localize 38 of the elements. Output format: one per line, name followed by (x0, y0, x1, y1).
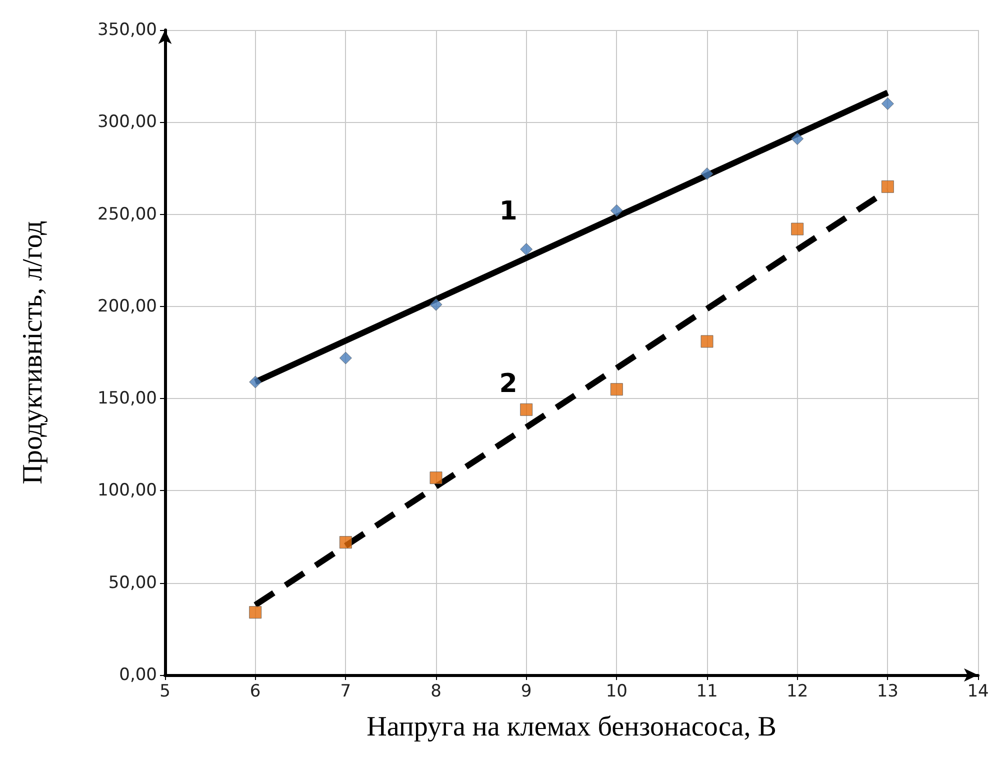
y-tick-label: 50,00 (108, 572, 157, 593)
point (610, 204, 623, 217)
x-tick-label: 11 (696, 682, 718, 702)
x-tick-label: 5 (160, 682, 170, 702)
point (430, 472, 442, 484)
x-tick-label: 9 (520, 682, 532, 702)
point (610, 383, 623, 396)
x-tick-label: 12 (786, 682, 808, 702)
point (881, 180, 894, 193)
y-tick-label: 200,00 (98, 296, 157, 316)
point (520, 403, 533, 416)
y-tick-label: 250,00 (98, 204, 157, 224)
point (249, 606, 262, 619)
series-label: 2 (499, 369, 518, 400)
point (881, 97, 894, 110)
x-tick-label: 13 (876, 682, 898, 702)
point (339, 352, 352, 364)
x-tick-label: 6 (250, 682, 261, 702)
x-axis-title: Напруга на клемах бензонасоса, В (366, 712, 776, 742)
point (791, 222, 804, 236)
point (339, 536, 352, 549)
series-label: 1 (499, 196, 518, 226)
y-tick-label: 350,00 (98, 20, 157, 40)
point (791, 132, 804, 145)
point (700, 167, 714, 180)
y-tick-label: 0,00 (119, 665, 157, 685)
point (249, 376, 262, 388)
point (430, 298, 442, 311)
y-tick-label: 150,00 (98, 388, 157, 409)
y-tick-label: 300,00 (98, 112, 157, 132)
y-tick-label: 100,00 (98, 480, 157, 501)
point (520, 243, 533, 256)
x-tick-label: 10 (606, 682, 628, 702)
point (700, 335, 714, 348)
x-tick-label: 7 (340, 682, 352, 702)
y-axis-title: Продуктивність, л/год (18, 220, 48, 484)
x-tick-label: 14 (967, 682, 989, 702)
x-tick-label: 8 (430, 682, 442, 702)
